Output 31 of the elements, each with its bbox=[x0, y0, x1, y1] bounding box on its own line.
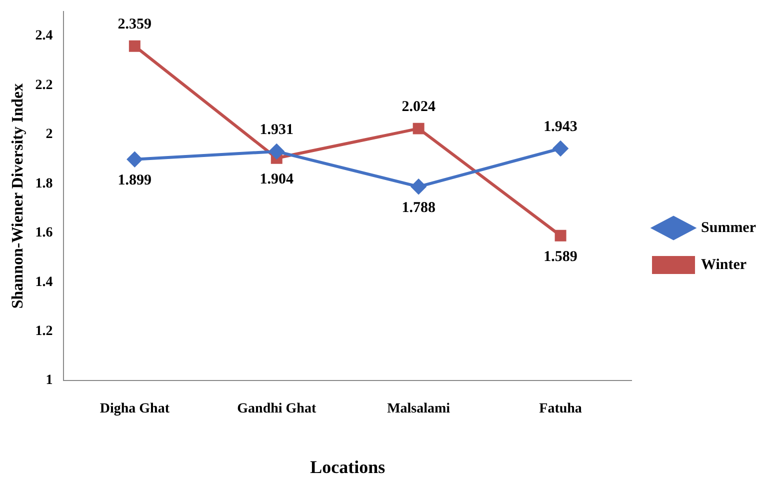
y-tick-label: 2 bbox=[46, 127, 53, 142]
x-tick-label: Gandhi Ghat bbox=[237, 402, 316, 417]
point bbox=[411, 179, 426, 194]
point bbox=[554, 230, 566, 242]
x-tick-label: Fatuha bbox=[539, 402, 582, 417]
point bbox=[269, 144, 284, 159]
data-label: 1.943 bbox=[544, 118, 578, 135]
data-label: 2.024 bbox=[402, 98, 436, 115]
x-tick-label: Digha Ghat bbox=[100, 402, 170, 417]
x-tick-label: Malsalami bbox=[387, 402, 450, 417]
point bbox=[412, 122, 424, 134]
legend-label: Summer bbox=[701, 220, 756, 236]
x-axis-title: Locations bbox=[310, 456, 386, 477]
y-tick-label: 1.8 bbox=[35, 176, 53, 192]
point bbox=[553, 140, 568, 156]
y-tick-label: 1.2 bbox=[35, 324, 53, 339]
y-tick-label: 1 bbox=[46, 373, 53, 388]
data-label: 1.899 bbox=[118, 172, 152, 189]
y-tick-label: 1.6 bbox=[35, 226, 53, 241]
y-axis-title: Shannon-Wiener Diversity Index bbox=[10, 83, 27, 309]
data-label: 1.931 bbox=[260, 122, 294, 138]
data-label: 2.359 bbox=[118, 16, 152, 32]
data-label: 1.788 bbox=[402, 200, 436, 216]
y-tick-label: 1.4 bbox=[35, 274, 53, 290]
point bbox=[127, 152, 142, 167]
data-label: 1.904 bbox=[260, 171, 294, 188]
y-tick-label: 2.4 bbox=[35, 28, 53, 44]
data-label: 1.589 bbox=[544, 249, 578, 265]
point bbox=[128, 40, 140, 52]
y-tick-label: 2.2 bbox=[35, 78, 53, 93]
legend-label: Winter bbox=[701, 256, 747, 273]
